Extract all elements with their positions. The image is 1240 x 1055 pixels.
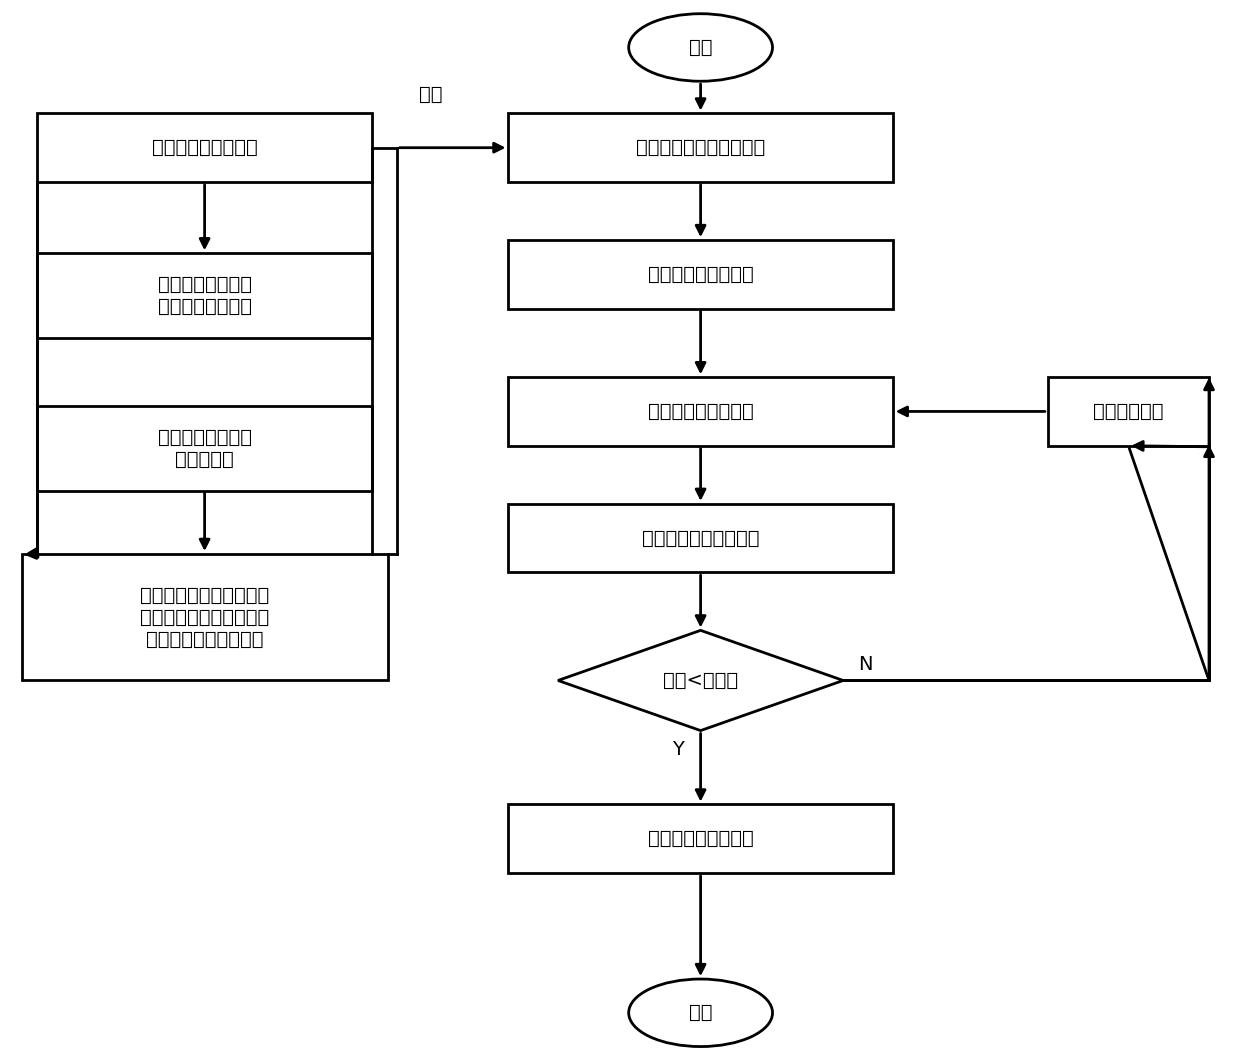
Text: 误差<设定值: 误差<设定值 bbox=[663, 671, 738, 690]
Bar bbox=[508, 504, 893, 572]
Text: 绝缘子分布参数模型: 绝缘子分布参数模型 bbox=[151, 138, 258, 157]
Text: N: N bbox=[858, 655, 873, 674]
Ellipse shape bbox=[629, 979, 773, 1047]
Text: 开始: 开始 bbox=[689, 38, 712, 57]
Text: 结束: 结束 bbox=[689, 1003, 712, 1022]
Text: 对测量数据进行修正: 对测量数据进行修正 bbox=[647, 829, 754, 848]
Text: Y: Y bbox=[672, 740, 684, 760]
Text: 训练样本输入归一化: 训练样本输入归一化 bbox=[647, 265, 754, 284]
Ellipse shape bbox=[629, 14, 773, 81]
Text: 绝缘子检测机器人
等效路模型: 绝缘子检测机器人 等效路模型 bbox=[157, 428, 252, 468]
Bar bbox=[37, 406, 372, 491]
Bar bbox=[1048, 377, 1209, 445]
Bar bbox=[37, 113, 372, 181]
Bar bbox=[508, 377, 893, 445]
Text: 输入: 输入 bbox=[419, 84, 441, 104]
Bar bbox=[508, 113, 893, 181]
Bar bbox=[37, 253, 372, 338]
Bar bbox=[22, 554, 387, 680]
Text: 无机器人时绝缘子
串实际电压分布值: 无机器人时绝缘子 串实际电压分布值 bbox=[157, 275, 252, 315]
Text: 支持向量机模型训练: 支持向量机模型训练 bbox=[647, 402, 754, 421]
Text: 修正得到实际电压分布: 修正得到实际电压分布 bbox=[642, 529, 759, 548]
Text: 模型参数优化: 模型参数优化 bbox=[1094, 402, 1163, 421]
Bar bbox=[508, 804, 893, 874]
Bar bbox=[508, 241, 893, 308]
Text: 选取对应数据构成样本库: 选取对应数据构成样本库 bbox=[636, 138, 765, 157]
Polygon shape bbox=[558, 630, 843, 730]
Text: 通过仿真模拟绝缘子机器
人在各片绝缘子测量获得
的绝缘子串电压分布值: 通过仿真模拟绝缘子机器 人在各片绝缘子测量获得 的绝缘子串电压分布值 bbox=[140, 586, 269, 649]
